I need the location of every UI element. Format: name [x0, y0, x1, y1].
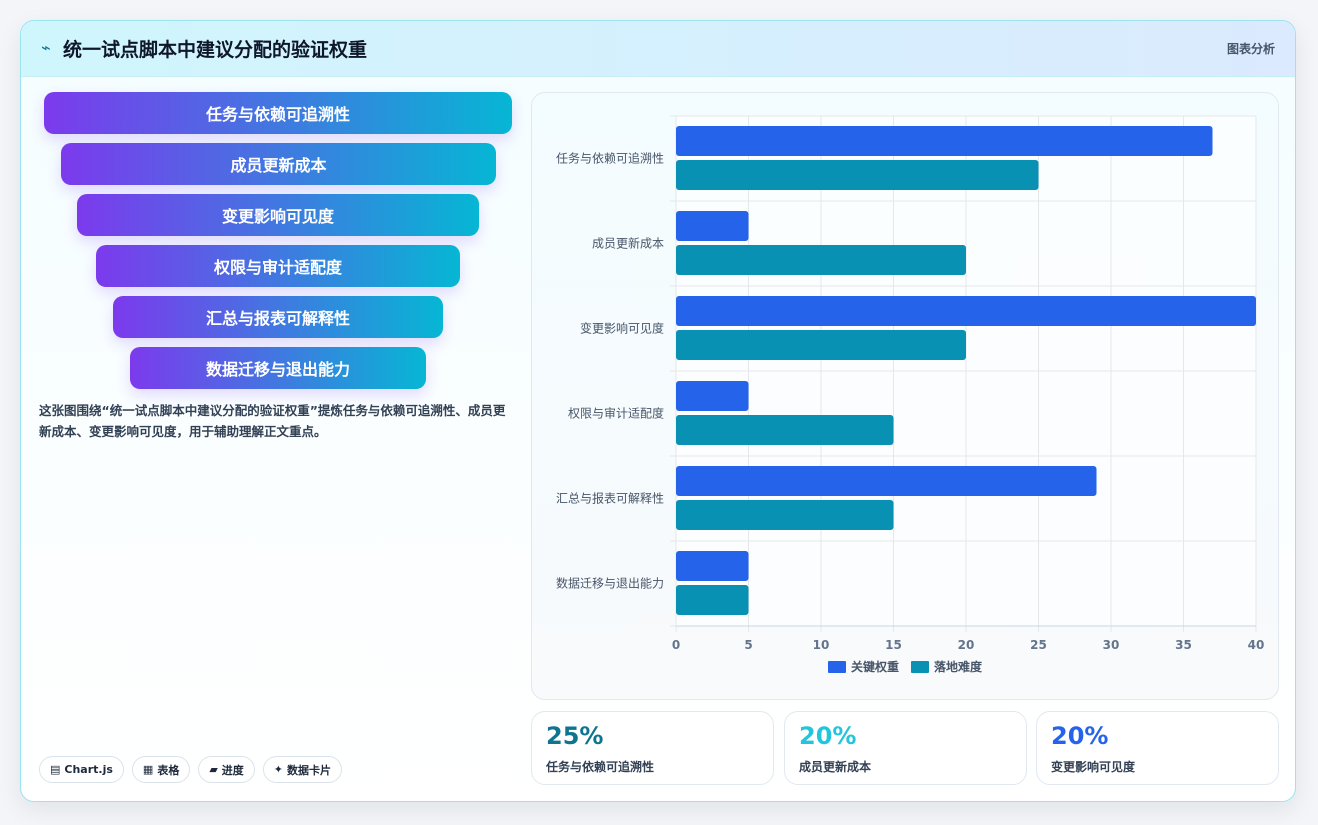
chip-label: 进度 [221, 763, 244, 777]
funnel-item: 权限与审计适配度 [96, 245, 460, 287]
x-tick-label: 25 [1030, 638, 1047, 652]
bar-chart: 0 5 10 15 20 25 30 35 40 任务与依赖可追溯性成员更新成本变更影响可见度权限… [556, 115, 1265, 674]
chip-table[interactable]: ▦ 表格 [131, 756, 191, 783]
kpi-value: 20% [1051, 722, 1109, 750]
chip-label: Chart.js [64, 763, 113, 776]
main-card: ⌁ 统一试点脚本中建议分配的验证权重 图表分析 任务与依赖可追溯性 成员更新成本变… [20, 20, 1296, 802]
x-tick-label: 35 [1175, 638, 1192, 652]
x-tick-label: 0 [672, 638, 680, 652]
y-category-label: 权限与审计适配度 [568, 406, 664, 421]
kpi-value: 20% [799, 722, 857, 750]
spark-icon: ✦ [273, 763, 284, 776]
header-tag: 图表分析 [1226, 42, 1275, 56]
legend-swatch [828, 661, 846, 673]
kpi-label: 变更影响可见度 [1051, 760, 1136, 774]
kpi-card: 20% 变更影响可见度 [1036, 711, 1279, 785]
description: 这张图围绕“统一试点脚本中建议分配的验证权重”提炼任务与依赖可追溯性、成员更新成… [39, 403, 506, 439]
kpi-value: 25% [546, 722, 604, 750]
y-category-label: 数据迁移与退出能力 [556, 576, 664, 591]
bar-difficulty [676, 415, 894, 445]
table-icon: ▦ [142, 763, 154, 776]
chip-progress[interactable]: ▰ 进度 [198, 756, 255, 783]
x-tick-label: 5 [744, 638, 752, 652]
y-category-label: 成员更新成本 [592, 236, 664, 251]
funnel-item: 任务与依赖可追溯性 [44, 92, 512, 134]
kpi-card: 25% 任务与依赖可追溯性 [531, 711, 774, 785]
y-category-label: 任务与依赖可追溯性 [556, 151, 664, 166]
chip-label: 数据卡片 [287, 763, 332, 777]
kpi-card: 20% 成员更新成本 [784, 711, 1027, 785]
bar-difficulty [676, 245, 966, 275]
chip-spark[interactable]: ✦ 数据卡片 [262, 756, 343, 783]
card-header: ⌁ 统一试点脚本中建议分配的验证权重 图表分析 [21, 21, 1295, 77]
chart-panel: 0 5 10 15 20 25 30 35 40 任务与依赖可追溯性成员更新成本变更影响可见度权限… [531, 92, 1279, 700]
page-title: 统一试点脚本中建议分配的验证权重 [63, 39, 368, 61]
legend-label: 落地难度 [934, 659, 983, 674]
kpi-label: 任务与依赖可追溯性 [546, 760, 655, 774]
bar-key-weight [676, 381, 749, 411]
bar-key-weight [676, 211, 749, 241]
bar-difficulty [676, 330, 966, 360]
pulse-icon: ⌁ [41, 38, 51, 57]
bar-difficulty [676, 500, 894, 530]
x-tick-label: 30 [1103, 638, 1120, 652]
legend-label: 关键权重 [851, 659, 899, 674]
chip-label: 表格 [157, 763, 180, 777]
legend-swatch [911, 661, 929, 673]
funnel-item: 数据迁移与退出能力 [130, 347, 426, 389]
progress-icon: ▰ [209, 763, 218, 776]
bar-difficulty [676, 585, 749, 615]
x-tick-label: 20 [958, 638, 975, 652]
bar-key-weight [676, 551, 749, 581]
funnel-item: 变更影响可见度 [77, 194, 479, 236]
y-category-label: 变更影响可见度 [580, 321, 664, 336]
bar-difficulty [676, 160, 1039, 190]
bar-key-weight [676, 296, 1256, 326]
x-tick-label: 40 [1248, 638, 1265, 652]
y-category-label: 汇总与报表可解释性 [556, 491, 664, 506]
x-tick-label: 15 [885, 638, 902, 652]
x-tick-label: 10 [813, 638, 830, 652]
kpi-label: 成员更新成本 [799, 760, 872, 774]
funnel-item: 汇总与报表可解释性 [113, 296, 443, 338]
chip-chart[interactable]: ▤ Chart.js [39, 756, 124, 783]
funnel-item: 成员更新成本 [61, 143, 496, 185]
chip-row: ▤ Chart.js ▦ 表格 ▰ 进度 ✦ 数据卡片 [39, 756, 343, 783]
chart-icon: ▤ [50, 763, 61, 776]
bar-key-weight [676, 126, 1213, 156]
bar-key-weight [676, 466, 1097, 496]
